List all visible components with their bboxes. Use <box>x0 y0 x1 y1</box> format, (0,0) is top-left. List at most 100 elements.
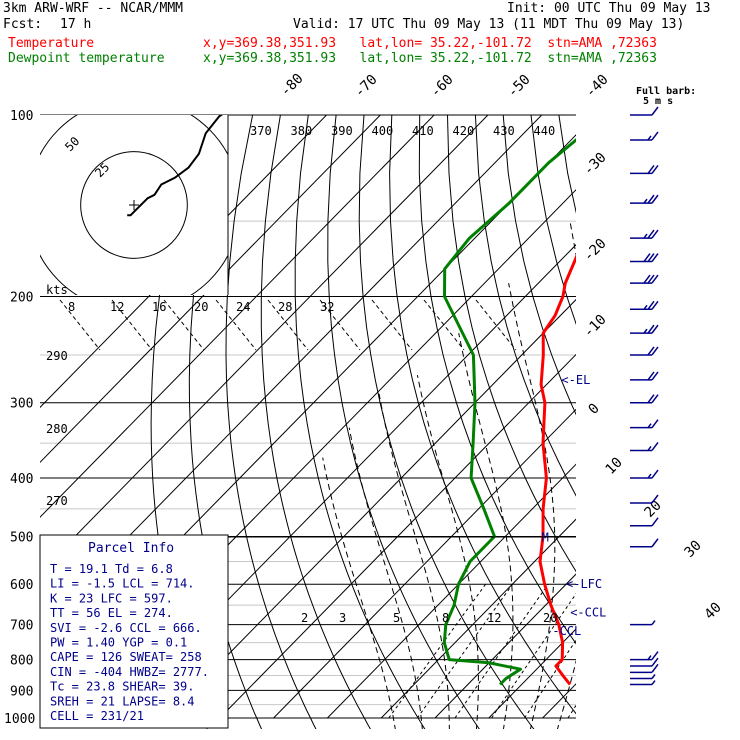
dry-adiabat <box>294 115 426 729</box>
dewpoint-legend-label: Dewpoint temperature <box>8 51 165 66</box>
moist-adiabat <box>348 427 423 729</box>
pressure-label-1000: 1000 <box>4 712 35 727</box>
speed-guide <box>111 299 153 351</box>
level-marker: <-EL <box>561 373 590 387</box>
wind-barb-flag <box>647 300 655 310</box>
temperature-station-info: x,y=369.38,351.93 lat,lon= 35.22,-101.72… <box>203 36 657 51</box>
temp-axis-label: -70 <box>352 72 381 101</box>
wind-barb-half <box>643 198 648 204</box>
wind-barb-half <box>643 304 648 310</box>
wind-barb-flag <box>647 274 655 284</box>
dry-adiabat <box>587 115 740 731</box>
parcel-panel-row: T = 19.1 Td = 6.8 <box>50 562 173 576</box>
theta-label: 400 <box>372 124 394 138</box>
parcel-panel-box <box>39 534 229 729</box>
wind-barb-flag <box>647 394 655 404</box>
temp-axis-label: -40 <box>583 72 612 101</box>
isotherm <box>219 353 576 719</box>
hodo-speed-label: 12 <box>110 300 124 314</box>
wind-barb-half <box>651 620 656 626</box>
temperature-legend-label: Temperature <box>8 36 95 51</box>
wind-barb-flag <box>647 164 655 174</box>
hodo-speed-units: kts <box>46 283 68 297</box>
theta-label: 440 <box>534 124 556 138</box>
pressure-label-100: 100 <box>10 109 33 124</box>
speed-guide <box>215 299 257 351</box>
parcel-panel-row: CIN = -404 HWBZ= 2777. <box>50 665 209 679</box>
forecast-hour: 17 h <box>60 17 92 32</box>
theta-label: 410 <box>412 124 434 138</box>
temp-axis-label: 10 <box>603 455 626 478</box>
wind-barb-flag <box>651 469 659 479</box>
temp-axis-label: -30 <box>581 150 610 179</box>
temp-axis-label: -60 <box>428 72 457 101</box>
wind-barb-flag <box>651 253 659 263</box>
hodo-speed-label: 24 <box>236 300 250 314</box>
level-marker: <-CCL <box>570 606 606 620</box>
level-marker: <-LFC <box>566 577 602 591</box>
moist-adiabat <box>378 393 450 729</box>
mixing-ratio-label: 20 <box>543 611 557 625</box>
dry-adiabat <box>225 115 317 729</box>
wind-barb-flag <box>651 394 659 404</box>
wind-barb-flag <box>651 657 659 667</box>
hodo-speed-label: 20 <box>194 300 208 314</box>
theta-label: 420 <box>453 124 475 138</box>
wind-barb-flag <box>651 131 659 141</box>
hodograph-trace <box>127 115 224 217</box>
wind-barb-flag <box>651 663 659 673</box>
parcel-panel-row: Tc = 23.8 SHEAR= 39. <box>50 680 195 694</box>
hodo-speed-label: 32 <box>320 300 334 314</box>
wind-barb-flag <box>651 442 659 451</box>
wind-barb-half <box>647 423 652 429</box>
header: 3km ARW-WRF -- NCAR/MMM Init: 00 UTC Thu… <box>0 0 740 70</box>
wind-barb-flag <box>647 194 655 204</box>
isotherm <box>327 463 576 719</box>
moist-adiabat <box>458 332 514 729</box>
dry-adiabat <box>389 115 576 715</box>
isotherm <box>596 115 740 718</box>
mixing-ratio-label: 12 <box>487 611 501 625</box>
parcel-panel-row: SVI = -2.6 CCL = 666. <box>50 621 202 635</box>
parcel-panel-title: Parcel Info <box>88 541 174 556</box>
temp-axis-label: 30 <box>682 538 705 561</box>
wind-barb-flag <box>651 300 659 310</box>
mixing-ratio-line <box>491 592 576 719</box>
isotherm <box>40 115 489 573</box>
dry-adiabat-lines <box>150 115 740 731</box>
dry-adiabat <box>698 115 740 731</box>
moist-adiabat <box>611 221 740 731</box>
speed-guide <box>267 299 309 351</box>
dewpoint-station-info: x,y=369.38,351.93 lat,lon= 35.22,-101.72… <box>203 51 657 66</box>
theta-label: 430 <box>493 124 515 138</box>
dry-adiabat <box>474 115 576 497</box>
wind-barb-half <box>647 446 652 451</box>
parcel-info-panel: Parcel Info T = 19.1 Td = 6.8LI = -1.5 LC… <box>39 534 576 729</box>
theta-e-label: 290 <box>46 349 68 363</box>
temp-axis-label: 0 <box>586 401 603 418</box>
pressure-label-400: 400 <box>10 472 33 487</box>
temp-axis-label: -50 <box>505 72 534 101</box>
moist-adiabat <box>416 374 479 729</box>
isotherm <box>40 115 435 518</box>
mixing-ratio-lines <box>59 299 576 719</box>
temp-axis-label: -20 <box>581 236 610 265</box>
speed-guide <box>423 299 465 351</box>
theta-label: 380 <box>291 124 313 138</box>
parcel-panel-row: LI = -1.5 LCL = 714. <box>50 577 195 591</box>
wind-barb-flag <box>651 651 659 661</box>
pressure-label-300: 300 <box>10 397 33 412</box>
hodo-speed-label: 8 <box>68 300 75 314</box>
speed-guide <box>59 299 101 351</box>
forecast-label: Fcst: <box>3 17 43 32</box>
wind-barb-flag <box>651 164 659 174</box>
theta-label: 390 <box>331 124 353 138</box>
temp-axis-label: -10 <box>581 312 610 341</box>
temp-axis-label: 40 <box>702 600 725 623</box>
wind-barb-flag <box>651 324 659 334</box>
wind-barb-half <box>643 233 648 239</box>
isotherm <box>273 408 576 719</box>
isotherm <box>40 115 381 464</box>
